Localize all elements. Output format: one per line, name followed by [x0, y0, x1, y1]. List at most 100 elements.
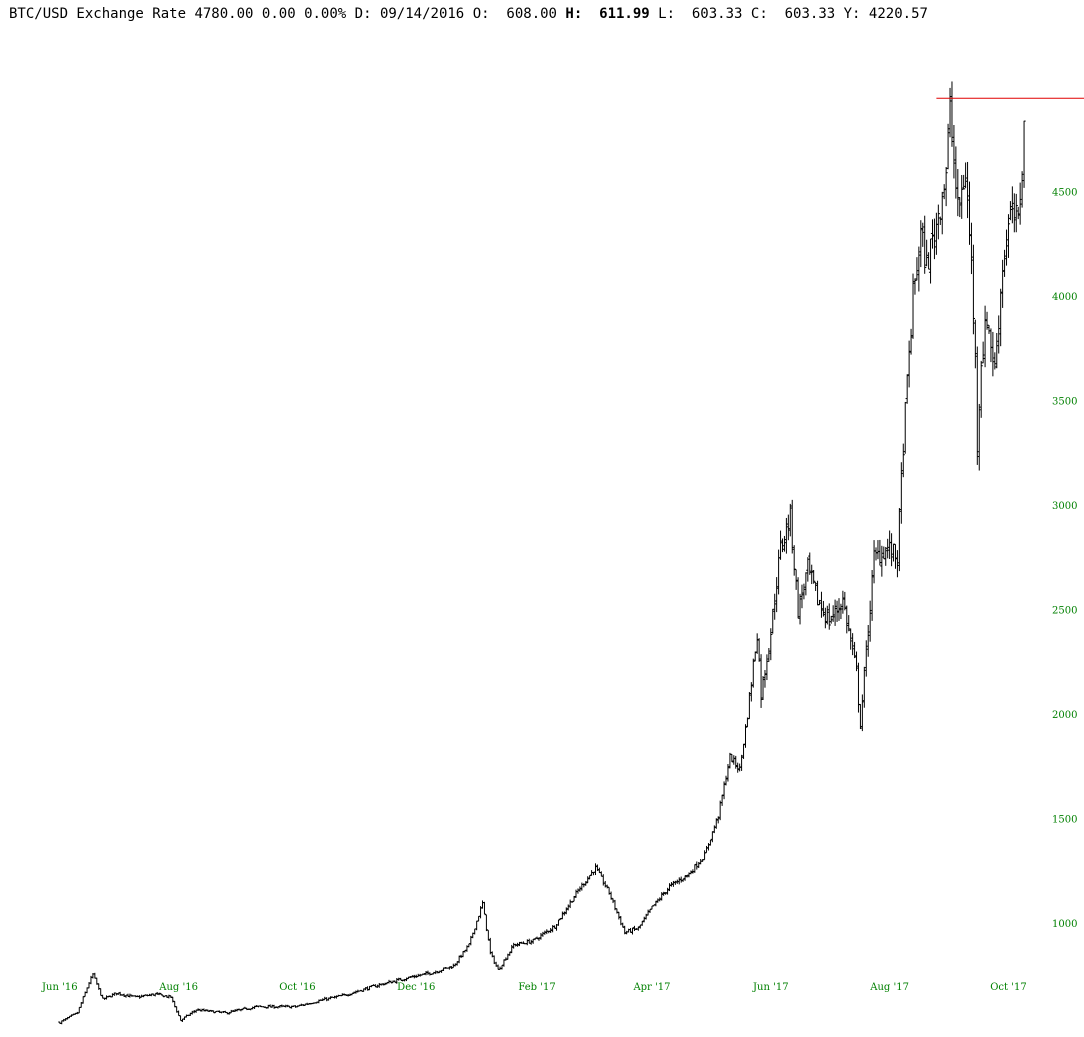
- last-price: 4780.00: [194, 6, 254, 22]
- ohlc-bar: [93, 972, 97, 979]
- ohlc-bar: [780, 538, 785, 553]
- ohlc-bar: [788, 503, 792, 537]
- ohlc-bar: [800, 584, 804, 609]
- ohlc-bar: [983, 305, 987, 368]
- y-tick-label: 4000: [1052, 292, 1077, 303]
- ohlc-bar: [981, 341, 985, 364]
- ohlc-bar: [928, 238, 933, 284]
- x-tick-label: Aug '17: [869, 982, 909, 993]
- ohlc-bar: [381, 983, 385, 986]
- ohlc-bar: [880, 545, 884, 577]
- ohlc-bar: [866, 624, 870, 657]
- ohlc-bar: [911, 273, 915, 339]
- ohlc-bar: [699, 859, 703, 865]
- ohlc-bar: [662, 891, 666, 896]
- ohlc-bar: [654, 900, 658, 907]
- x-tick-label: Jun '16: [41, 982, 78, 993]
- ohlc-bar: [177, 1010, 181, 1017]
- ohlc-bar: [574, 889, 578, 898]
- ohlc-bar: [650, 905, 654, 910]
- ohlc-bar: [739, 754, 744, 771]
- ohlc-bar: [767, 648, 771, 662]
- ohlc-bar: [888, 530, 892, 560]
- ohlc-bar: [967, 181, 972, 245]
- ohlc-bar: [971, 244, 976, 335]
- ohlc-bar: [913, 278, 917, 295]
- ohlc-bar: [354, 990, 358, 994]
- ohlc-bar: [482, 901, 487, 915]
- ohlc-bar: [667, 883, 672, 892]
- ohlc-bar: [665, 887, 670, 895]
- ohlc-bar: [679, 876, 683, 883]
- open-value: 608.00: [506, 6, 557, 22]
- ohlc-bar: [514, 943, 518, 947]
- y-tick-label: 2500: [1052, 605, 1077, 616]
- ohlc-bar: [648, 908, 652, 913]
- ohlc-bar: [991, 331, 995, 377]
- ohlc-bar: [630, 927, 635, 935]
- ohlc-bar: [962, 174, 966, 190]
- ohlc-bar: [839, 603, 843, 620]
- ohlc-bar: [496, 964, 500, 970]
- ohlc-bar: [412, 974, 416, 979]
- ohlc-bar: [712, 825, 716, 834]
- y-tick-label: 2000: [1052, 710, 1077, 721]
- ohlc-bar: [751, 658, 755, 688]
- ohlc-bar: [891, 543, 896, 562]
- ohlc-bar: [940, 191, 944, 235]
- ohlc-bar: [823, 607, 827, 629]
- ohlc-bar: [677, 877, 681, 885]
- ohlc-bar: [960, 175, 964, 219]
- y-tick-label: 4500: [1052, 187, 1077, 198]
- ohlc-bar: [734, 755, 738, 769]
- ohlc-bar: [860, 694, 864, 732]
- ohlc-bar: [743, 724, 748, 748]
- ohlc-bar: [480, 900, 485, 909]
- ohlc-bar: [110, 993, 114, 998]
- high-label: H:: [565, 6, 583, 22]
- ohlc-bar: [681, 878, 685, 882]
- ohlc-bar: [858, 703, 863, 730]
- ohlc-bar: [738, 763, 742, 772]
- ohlc-bar: [804, 572, 808, 596]
- ohlc-bar: [741, 743, 746, 759]
- x-tick-label: Apr '17: [632, 982, 670, 993]
- ohlc-bar: [882, 546, 886, 560]
- ohlc-bar: [1004, 229, 1009, 266]
- ohlc-bar: [1001, 259, 1005, 308]
- ohlc-bar: [724, 775, 728, 786]
- ohlc-bar: [995, 332, 999, 369]
- y-value: 4220.57: [868, 6, 928, 22]
- y-tick-label: 1000: [1052, 919, 1077, 930]
- ohlc-bar: [660, 892, 664, 901]
- ohlc-bar: [512, 942, 516, 949]
- ohlc-bar: [730, 753, 734, 763]
- x-tick-label: Dec '16: [397, 982, 435, 993]
- ohlc-bar: [422, 973, 426, 976]
- ohlc-bar: [603, 880, 607, 888]
- ohlc-bar: [946, 123, 950, 170]
- ohlc-bar: [710, 831, 714, 843]
- ohlc-bar: [562, 911, 566, 916]
- ohlc-bar: [909, 328, 913, 355]
- ohlc-bar: [556, 919, 561, 926]
- ohlc-bar: [843, 591, 847, 611]
- ohlc-bar: [964, 162, 968, 189]
- price-change-percent: 0.00%: [304, 6, 347, 22]
- ohlc-bar: [934, 212, 938, 255]
- ohlc-bar: [759, 654, 763, 708]
- ohlc-bar: [889, 533, 894, 567]
- ohlc-bar: [989, 328, 993, 363]
- ohlc-bar: [272, 1004, 276, 1009]
- ohlc-bar: [549, 927, 553, 934]
- ohlc-bar: [500, 964, 504, 970]
- ohlc-bar: [593, 863, 598, 876]
- ohlc-bar: [732, 755, 736, 765]
- ohlc-bar: [825, 605, 829, 625]
- ohlc-bar: [728, 752, 732, 769]
- ohlc-bar: [597, 867, 601, 874]
- ohlc-bar: [936, 204, 940, 240]
- ohlc-bar: [673, 880, 677, 885]
- ohlc-bar: [564, 907, 568, 915]
